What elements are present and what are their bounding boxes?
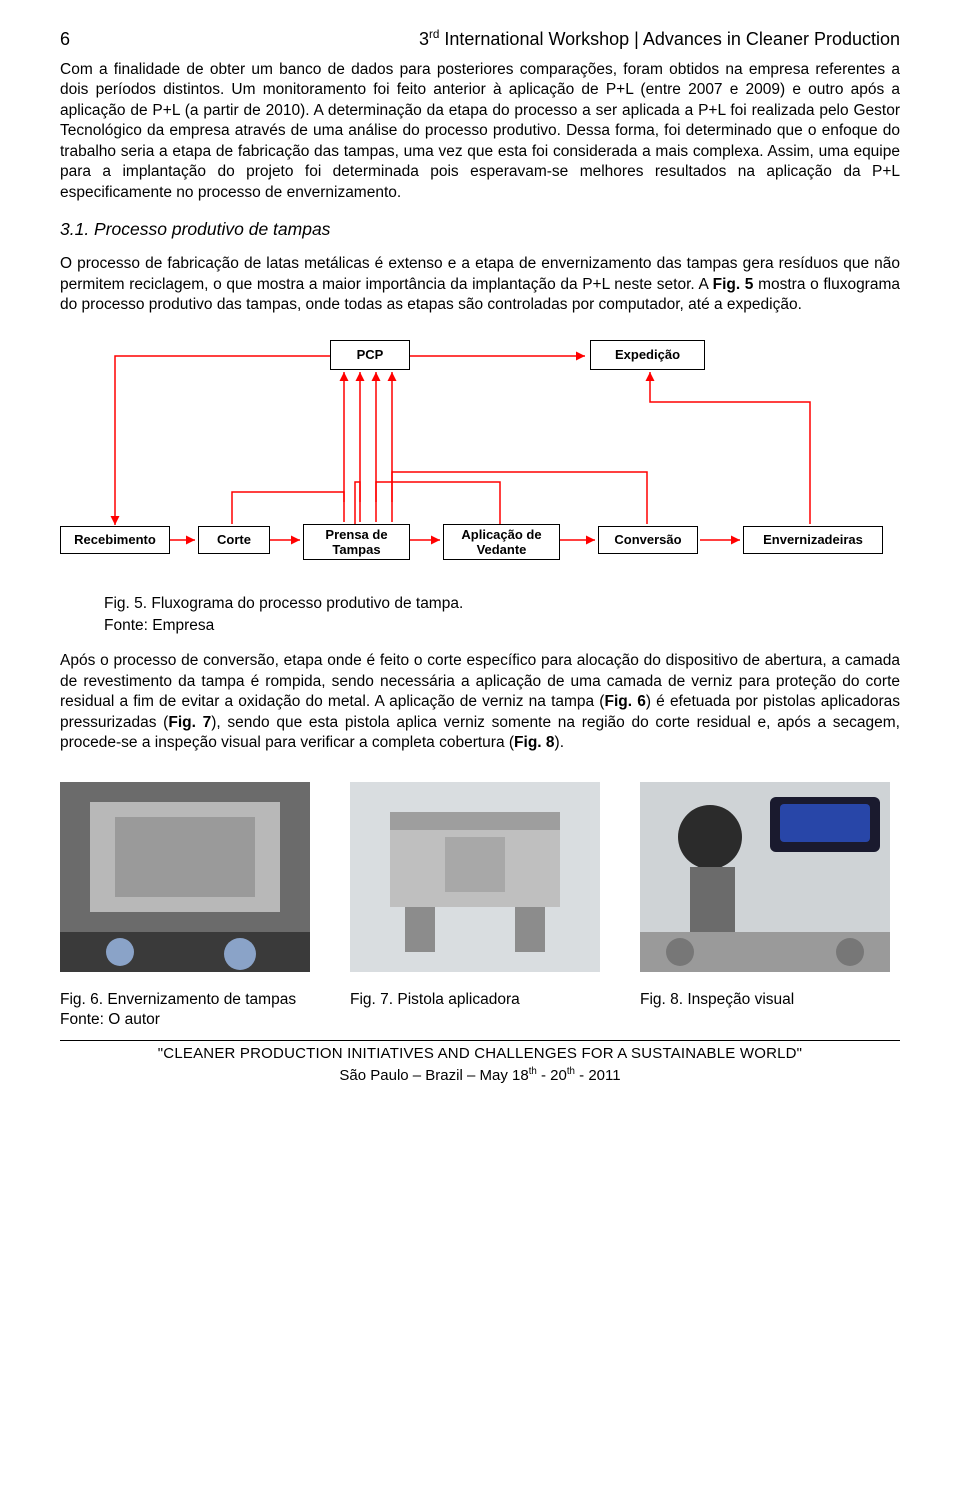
flow-node-pcp: PCP xyxy=(330,340,410,370)
flow-node-expedicao: Expedição xyxy=(590,340,705,370)
fig6-photo xyxy=(60,782,310,972)
flow-node-recebimento: Recebimento xyxy=(60,526,170,554)
section-title: 3.1. Processo produtivo de tampas xyxy=(60,219,900,240)
fig6-caption: Fig. 6. Envernizamento de tampas Fonte: … xyxy=(60,990,296,1030)
fig7-photo xyxy=(350,782,600,972)
photo-row: Fig. 6. Envernizamento de tampas Fonte: … xyxy=(60,782,900,1030)
fig5-source: Fonte: Empresa xyxy=(104,616,900,637)
page-header: 6 3rd International Workshop | Advances … xyxy=(60,28,900,50)
footer-title: "CLEANER PRODUCTION INITIATIVES AND CHAL… xyxy=(60,1045,900,1062)
fig8-caption: Fig. 8. Inspeção visual xyxy=(640,990,794,1010)
fig7-caption: Fig. 7. Pistola aplicadora xyxy=(350,990,520,1010)
fig8-photo xyxy=(640,782,890,972)
flow-node-envernizadeiras: Envernizadeiras xyxy=(743,526,883,554)
footer-location-date: São Paulo – Brazil – May 18th - 20th - 2… xyxy=(60,1066,900,1084)
flowchart-fig5: PCP Expedição Recebimento Corte Prensa d… xyxy=(60,332,900,592)
flow-node-corte: Corte xyxy=(198,526,270,554)
flow-node-vedante: Aplicação de Vedante xyxy=(443,524,560,560)
flow-node-conversao: Conversão xyxy=(598,526,698,554)
header-title: 3rd International Workshop | Advances in… xyxy=(100,28,900,50)
paragraph-3: Após o processo de conversão, etapa onde… xyxy=(60,651,900,753)
flow-node-prensa: Prensa de Tampas xyxy=(303,524,410,560)
paragraph-1: Com a finalidade de obter um banco de da… xyxy=(60,60,900,203)
paragraph-2: O processo de fabricação de latas metáli… xyxy=(60,254,900,315)
page-number: 6 xyxy=(60,29,100,50)
page-footer: "CLEANER PRODUCTION INITIATIVES AND CHAL… xyxy=(60,1040,900,1084)
fig5-caption: Fig. 5. Fluxograma do processo produtivo… xyxy=(104,594,900,615)
